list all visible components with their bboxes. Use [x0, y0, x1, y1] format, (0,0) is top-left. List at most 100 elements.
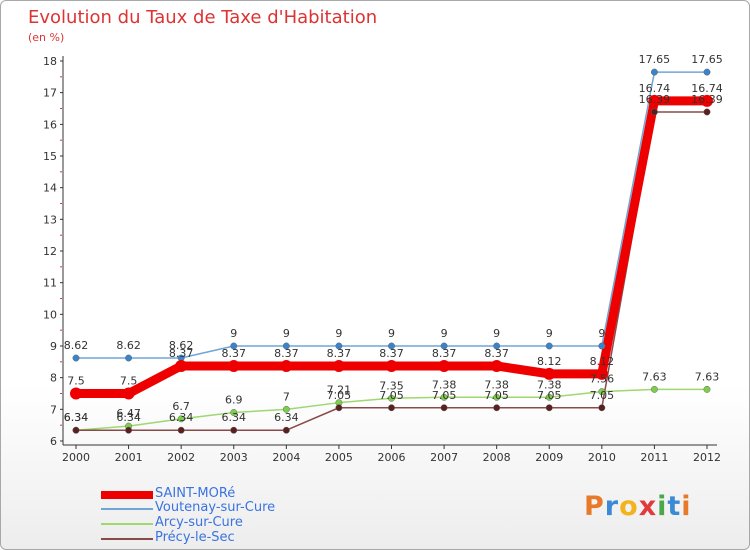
data-label-1: 9 — [441, 327, 448, 340]
data-label-2: 6.7 — [172, 400, 190, 413]
data-label-1: 9 — [230, 327, 237, 340]
data-label-3: 6.34 — [222, 411, 247, 424]
data-point-3 — [440, 404, 448, 412]
data-label-0: 8.37 — [432, 347, 457, 360]
y-tick-label: 9 — [50, 340, 57, 353]
y-tick-label: 11 — [43, 277, 57, 290]
data-label-3: 7.05 — [484, 389, 509, 402]
data-label-2: 7.63 — [695, 370, 720, 383]
data-point-3 — [388, 404, 395, 412]
data-point-0 — [438, 359, 451, 372]
data-point-0 — [701, 94, 713, 107]
y-tick-label: 12 — [43, 245, 57, 258]
legend-swatch-arcy — [101, 523, 153, 525]
data-label-2: 6.47 — [116, 407, 141, 420]
x-tick-label: 2004 — [272, 451, 300, 464]
data-label-0: 8.12 — [590, 355, 615, 368]
x-tick-label: 2008 — [483, 451, 511, 464]
data-point-2 — [440, 393, 448, 401]
y-tick-label: 17 — [43, 87, 57, 100]
y-tick-label: 8 — [50, 372, 57, 385]
x-tick-label: 2007 — [430, 451, 458, 464]
data-point-0 — [70, 387, 82, 400]
data-label-1: 9 — [283, 327, 290, 340]
data-point-1 — [125, 354, 133, 362]
data-label-1: 9 — [493, 327, 500, 340]
data-point-1 — [493, 342, 501, 350]
y-tick-label: 6 — [50, 435, 57, 448]
data-point-3 — [545, 404, 553, 412]
data-point-2 — [282, 405, 290, 413]
data-point-0 — [227, 359, 240, 372]
data-label-3: 7.05 — [432, 389, 457, 402]
data-label-1: 9 — [598, 327, 605, 340]
x-tick-label: 2001 — [115, 451, 143, 464]
data-label-0: 8.37 — [274, 347, 299, 360]
chart-unit: (en %) — [28, 31, 65, 44]
data-label-3: 16.39 — [691, 93, 723, 106]
data-point-3 — [282, 426, 290, 434]
x-tick-label: 2002 — [167, 451, 195, 464]
data-label-0: 16.74 — [691, 82, 723, 95]
data-label-1: 17.65 — [691, 53, 723, 66]
data-point-0 — [332, 359, 345, 372]
data-point-3 — [650, 108, 658, 116]
x-tick-label: 2011 — [640, 451, 668, 464]
data-point-1 — [440, 342, 448, 350]
x-tick-label: 2005 — [325, 451, 353, 464]
data-label-2: 7.63 — [642, 370, 667, 383]
x-tick-label: 2010 — [588, 451, 616, 464]
data-point-3 — [72, 426, 80, 434]
data-label-2: 7.38 — [484, 378, 509, 391]
data-label-3: 6.34 — [169, 411, 194, 424]
y-tick-label: 7 — [50, 403, 57, 416]
data-label-1: 8.62 — [64, 339, 89, 352]
data-label-2: 7.56 — [590, 373, 615, 386]
proxiti-logo: Proxiti — [584, 491, 692, 522]
data-point-2 — [230, 409, 238, 416]
data-point-3 — [230, 426, 238, 434]
data-point-2 — [545, 393, 553, 401]
data-label-1: 9 — [335, 327, 342, 340]
legend-label-voutenay: Voutenay-sur-Cure — [155, 500, 276, 515]
y-tick-label: 18 — [43, 55, 57, 68]
y-tick-label: 10 — [43, 308, 57, 321]
chart-title: Evolution du Taux de Taxe d'Habitation — [28, 7, 378, 28]
y-tick-label: 15 — [43, 150, 57, 163]
legend-swatch-saint-more — [101, 491, 153, 499]
data-point-3 — [703, 108, 711, 116]
data-point-1 — [388, 342, 395, 350]
legend-label-precy: Précy-le-Sec — [155, 530, 235, 545]
data-label-1: 9 — [546, 327, 553, 340]
data-point-2 — [177, 415, 185, 423]
legend-label-saint-more: SAINT-MORé — [155, 486, 236, 501]
data-point-1 — [282, 342, 290, 350]
data-label-2: 7.35 — [379, 379, 404, 392]
data-point-1 — [335, 342, 343, 350]
data-point-1 — [230, 342, 238, 350]
data-label-0: 8.37 — [327, 347, 352, 360]
data-label-3: 16.39 — [639, 93, 671, 106]
data-label-0: 8.37 — [379, 347, 404, 360]
legend-swatch-precy — [101, 538, 153, 540]
x-tick-label: 2000 — [62, 451, 90, 464]
data-label-3: 6.34 — [64, 411, 89, 424]
x-tick-label: 2003 — [220, 451, 248, 464]
x-tick-label: 2009 — [535, 451, 563, 464]
data-point-0 — [280, 359, 293, 372]
data-point-3 — [177, 426, 185, 434]
data-point-2 — [703, 385, 711, 393]
data-point-2 — [650, 385, 658, 393]
y-tick-label: 16 — [43, 118, 57, 131]
data-label-2: 6.34 — [64, 411, 89, 424]
data-point-0 — [385, 359, 398, 372]
y-tick-label: 14 — [43, 182, 57, 195]
data-label-2: 7 — [283, 390, 290, 403]
data-point-1 — [598, 342, 606, 350]
data-label-2: 7.21 — [327, 384, 352, 397]
data-point-0 — [595, 367, 608, 380]
data-label-1: 8.62 — [169, 339, 194, 352]
x-tick-label: 2006 — [378, 451, 406, 464]
